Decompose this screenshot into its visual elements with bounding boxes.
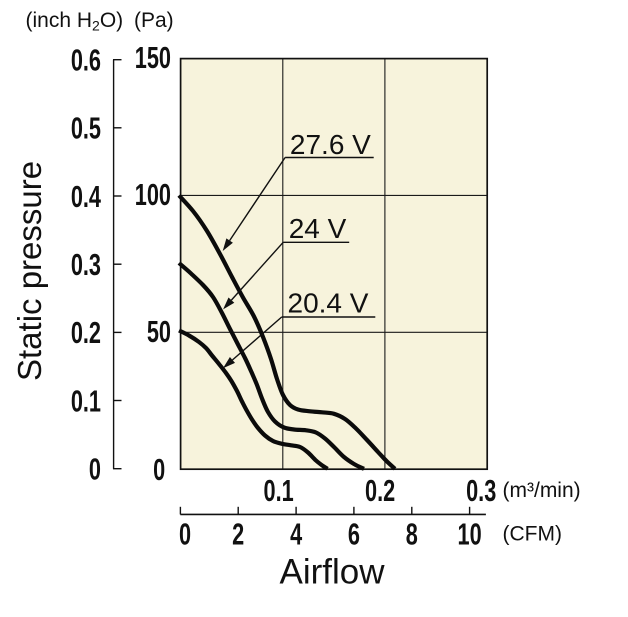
svg-text:6: 6 [348,516,360,551]
svg-text:(inch H2O): (inch H2O) [26,9,124,34]
svg-text:100: 100 [135,177,171,212]
svg-text:0.2: 0.2 [71,315,101,350]
svg-text:(Pa): (Pa) [134,9,174,32]
svg-text:10: 10 [458,516,482,551]
svg-text:0.3: 0.3 [466,473,496,508]
svg-text:0: 0 [89,452,101,487]
svg-text:(m³/min): (m³/min) [503,479,581,502]
svg-text:0.1: 0.1 [71,383,101,418]
svg-text:4: 4 [290,516,302,551]
svg-text:0.4: 0.4 [71,179,101,214]
svg-text:0.2: 0.2 [365,473,395,508]
svg-text:27.6 V: 27.6 V [290,129,371,160]
svg-text:20.4 V: 20.4 V [288,288,369,319]
svg-text:24 V: 24 V [289,213,347,244]
svg-text:0: 0 [153,452,165,487]
svg-text:150: 150 [135,40,171,75]
svg-text:0.1: 0.1 [264,473,294,508]
svg-text:0.3: 0.3 [71,247,101,282]
svg-text:8: 8 [406,516,418,551]
svg-text:50: 50 [147,314,171,349]
svg-text:2: 2 [232,516,244,551]
svg-text:0.5: 0.5 [71,111,101,146]
svg-text:0.6: 0.6 [71,43,101,78]
svg-text:0: 0 [179,516,191,551]
svg-text:Static pressure: Static pressure [11,161,48,381]
svg-text:Airflow: Airflow [280,553,386,592]
svg-text:(CFM): (CFM) [503,523,562,546]
